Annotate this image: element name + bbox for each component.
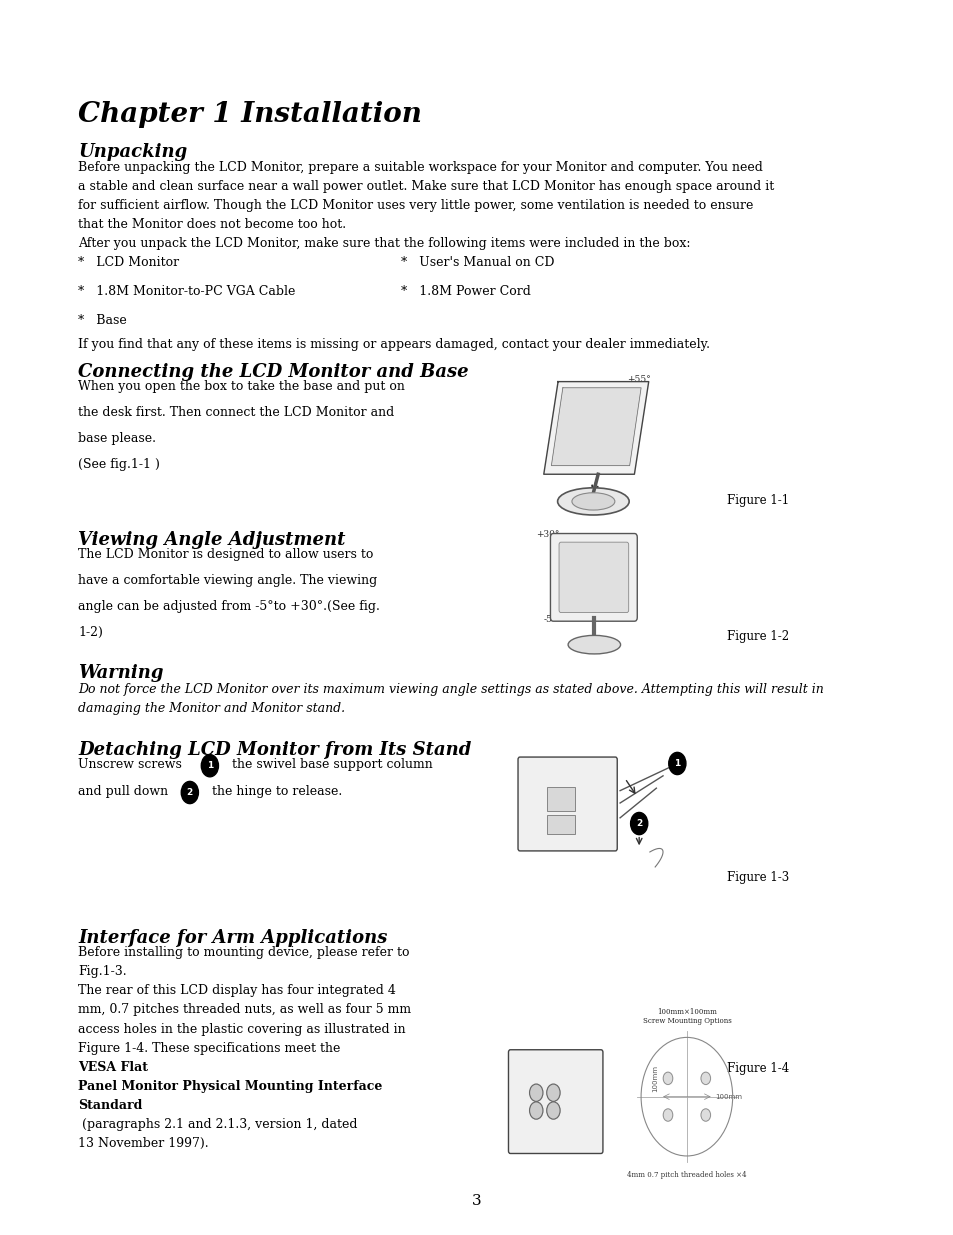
Bar <box>546 815 575 834</box>
Text: After you unpack the LCD Monitor, make sure that the following items were includ: After you unpack the LCD Monitor, make s… <box>78 237 690 251</box>
Text: 100mm: 100mm <box>715 1094 741 1099</box>
Circle shape <box>529 1084 542 1102</box>
Text: 3: 3 <box>472 1194 481 1208</box>
Text: Figure 1-3: Figure 1-3 <box>726 871 788 884</box>
Text: Before installing to mounting device, please refer to: Before installing to mounting device, pl… <box>78 946 409 960</box>
Text: 1: 1 <box>674 760 679 768</box>
FancyBboxPatch shape <box>558 542 628 613</box>
Text: Viewing Angle Adjustment: Viewing Angle Adjustment <box>78 531 345 550</box>
Text: damaging the Monitor and Monitor stand.: damaging the Monitor and Monitor stand. <box>78 701 345 715</box>
Text: 13 November 1997).: 13 November 1997). <box>78 1137 209 1151</box>
Text: Interface for Arm Applications: Interface for Arm Applications <box>78 929 387 947</box>
Text: *   LCD Monitor: * LCD Monitor <box>78 256 179 269</box>
Text: 2: 2 <box>636 819 641 827</box>
Text: the swivel base support column: the swivel base support column <box>228 758 433 772</box>
Text: 4mm 0.7 pitch threaded holes ×4: 4mm 0.7 pitch threaded holes ×4 <box>626 1171 746 1178</box>
Text: Chapter 1 Installation: Chapter 1 Installation <box>78 101 421 128</box>
Text: VESA Flat: VESA Flat <box>78 1061 148 1074</box>
Text: Unscrew screws: Unscrew screws <box>78 758 186 772</box>
Text: base please.: base please. <box>78 432 156 445</box>
Text: *   User's Manual on CD: * User's Manual on CD <box>400 256 554 269</box>
Text: The rear of this LCD display has four integrated 4: The rear of this LCD display has four in… <box>78 984 395 998</box>
Text: Figure 1-4: Figure 1-4 <box>726 1062 788 1076</box>
Text: have a comfortable viewing angle. The viewing: have a comfortable viewing angle. The vi… <box>78 574 377 587</box>
Text: 100mm: 100mm <box>652 1065 658 1092</box>
Text: Standard: Standard <box>78 1099 142 1113</box>
Polygon shape <box>543 382 648 474</box>
Circle shape <box>668 752 685 774</box>
Text: Detaching LCD Monitor from Its Stand: Detaching LCD Monitor from Its Stand <box>78 741 471 760</box>
Text: *   Base: * Base <box>78 314 127 327</box>
Text: Before unpacking the LCD Monitor, prepare a suitable workspace for your Monitor : Before unpacking the LCD Monitor, prepar… <box>78 161 762 174</box>
Circle shape <box>700 1109 710 1121</box>
Text: Unpacking: Unpacking <box>78 143 188 162</box>
Ellipse shape <box>571 493 615 510</box>
Polygon shape <box>551 388 640 466</box>
Text: *   1.8M Power Cord: * 1.8M Power Cord <box>400 284 530 298</box>
FancyBboxPatch shape <box>508 1050 602 1153</box>
Text: the hinge to release.: the hinge to release. <box>208 785 342 798</box>
Text: +30°: +30° <box>536 530 559 538</box>
Text: the desk first. Then connect the LCD Monitor and: the desk first. Then connect the LCD Mon… <box>78 406 394 419</box>
Circle shape <box>662 1072 672 1084</box>
Text: Fig.1-3.: Fig.1-3. <box>78 966 127 978</box>
FancyBboxPatch shape <box>517 757 617 851</box>
Text: Figure 1-4. These specifications meet the: Figure 1-4. These specifications meet th… <box>78 1042 344 1055</box>
Text: Figure 1-2: Figure 1-2 <box>726 630 788 643</box>
Text: access holes in the plastic covering as illustrated in: access holes in the plastic covering as … <box>78 1023 405 1036</box>
Text: (paragraphs 2.1 and 2.1.3, version 1, dated: (paragraphs 2.1 and 2.1.3, version 1, da… <box>78 1119 357 1131</box>
Text: 100mm×100mm
Screw Mounting Options: 100mm×100mm Screw Mounting Options <box>641 1008 731 1025</box>
Circle shape <box>662 1109 672 1121</box>
Bar <box>546 787 575 811</box>
Text: When you open the box to take the base and put on: When you open the box to take the base a… <box>78 380 405 394</box>
Text: a stable and clean surface near a wall power outlet. Make sure that LCD Monitor : a stable and clean surface near a wall p… <box>78 179 774 193</box>
Text: for sufficient airflow. Though the LCD Monitor uses very little power, some vent: for sufficient airflow. Though the LCD M… <box>78 199 753 212</box>
Text: Connecting the LCD Monitor and Base: Connecting the LCD Monitor and Base <box>78 363 468 382</box>
Circle shape <box>201 755 218 777</box>
Circle shape <box>181 782 198 804</box>
Text: (See fig.1-1 ): (See fig.1-1 ) <box>78 458 160 471</box>
Circle shape <box>546 1102 559 1119</box>
Text: Panel Monitor Physical Mounting Interface: Panel Monitor Physical Mounting Interfac… <box>78 1079 382 1093</box>
Text: Warning: Warning <box>78 664 164 683</box>
Text: and pull down: and pull down <box>78 785 168 798</box>
Circle shape <box>529 1102 542 1119</box>
Text: Figure 1-1: Figure 1-1 <box>726 494 788 508</box>
Text: angle can be adjusted from -5°to +30°.(See fig.: angle can be adjusted from -5°to +30°.(S… <box>78 600 379 613</box>
Text: 1: 1 <box>207 761 213 771</box>
Text: mm, 0.7 pitches threaded nuts, as well as four 5 mm: mm, 0.7 pitches threaded nuts, as well a… <box>78 1003 411 1016</box>
Text: 2: 2 <box>187 788 193 797</box>
Text: 1-2): 1-2) <box>78 626 103 638</box>
FancyBboxPatch shape <box>550 534 637 621</box>
Circle shape <box>546 1084 559 1102</box>
Text: -5°: -5° <box>543 615 557 624</box>
Text: The LCD Monitor is designed to allow users to: The LCD Monitor is designed to allow use… <box>78 548 374 562</box>
Ellipse shape <box>567 636 619 655</box>
Text: If you find that any of these items is missing or appears damaged, contact your : If you find that any of these items is m… <box>78 338 709 352</box>
Circle shape <box>630 813 647 835</box>
Text: that the Monitor does not become too hot.: that the Monitor does not become too hot… <box>78 217 346 231</box>
Text: Do not force the LCD Monitor over its maximum viewing angle settings as stated a: Do not force the LCD Monitor over its ma… <box>78 683 823 697</box>
Ellipse shape <box>557 488 629 515</box>
Circle shape <box>700 1072 710 1084</box>
Text: *   1.8M Monitor-to-PC VGA Cable: * 1.8M Monitor-to-PC VGA Cable <box>78 284 295 298</box>
Text: +55°: +55° <box>626 375 650 384</box>
